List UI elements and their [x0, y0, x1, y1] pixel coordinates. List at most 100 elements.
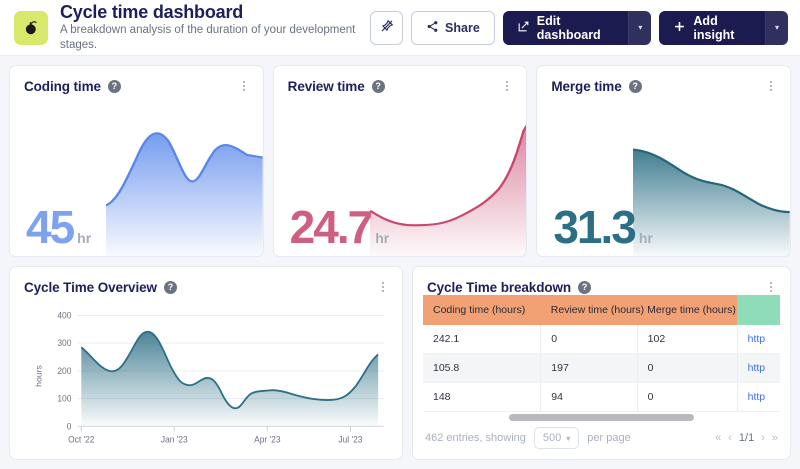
kebab-menu-icon[interactable]	[500, 78, 514, 94]
review-time-sparkline	[369, 123, 527, 256]
metric-card-review-time: Review time ?	[272, 65, 528, 257]
cell-link[interactable]: http	[737, 325, 780, 354]
cell-link[interactable]: http	[737, 382, 780, 412]
table-body: 242.1 0 102 http 105.8 197 0 http	[423, 325, 780, 412]
dashboard-content: Coding time ?	[0, 56, 800, 469]
cell-coding-time: 105.8	[423, 353, 542, 383]
pencil-square-icon	[517, 20, 530, 36]
card-title: Coding time	[24, 78, 101, 94]
page-header: Cycle time dashboard A breakdown analysi…	[0, 0, 800, 56]
cell-link[interactable]: http	[737, 353, 780, 383]
help-circle-icon[interactable]: ?	[578, 280, 592, 294]
table-row[interactable]: 105.8 197 0 http	[423, 353, 780, 383]
help-circle-icon[interactable]: ?	[107, 79, 121, 93]
kebab-menu-icon[interactable]	[376, 279, 390, 295]
cell-review-time: 197	[540, 353, 638, 383]
edit-dashboard-button[interactable]: Edit dashboard	[502, 10, 629, 45]
edit-dashboard-split-button[interactable]: Edit dashboard ▾	[502, 10, 652, 45]
cycle-time-overview-chart: 400 300 200 100 0 hours	[10, 295, 402, 459]
metric-value: 45	[26, 201, 75, 253]
column-header-link[interactable]	[737, 295, 780, 325]
svg-text:400: 400	[57, 310, 71, 320]
card-title: Cycle Time Overview	[24, 279, 157, 295]
last-page-button[interactable]: »	[771, 432, 778, 444]
svg-text:100: 100	[57, 394, 71, 404]
cell-merge-time: 0	[637, 353, 738, 383]
card-title: Review time	[287, 78, 365, 94]
add-insight-button[interactable]: Add insight	[659, 10, 766, 45]
coding-time-sparkline	[106, 123, 263, 256]
add-insight-caret[interactable]: ▾	[765, 10, 788, 45]
bomb-icon	[14, 10, 48, 45]
column-header-review-time[interactable]: Review time (hours)	[540, 295, 644, 325]
card-header: Merge time ?	[537, 66, 790, 94]
first-page-button[interactable]: «	[715, 432, 722, 444]
cell-merge-time: 0	[637, 382, 738, 412]
horizontal-scrollbar[interactable]	[413, 412, 790, 421]
share-icon	[426, 20, 439, 36]
svg-text:200: 200	[57, 366, 71, 376]
pagination: « ‹ 1/1 › »	[715, 432, 778, 444]
page-title: Cycle time dashboard	[60, 1, 244, 22]
unpin-icon	[380, 19, 394, 36]
kebab-menu-icon[interactable]	[764, 78, 778, 94]
cell-merge-time: 102	[637, 325, 738, 354]
svg-text:Jul '23: Jul '23	[338, 435, 362, 445]
svg-text:Apr '23: Apr '23	[254, 435, 281, 445]
table-row[interactable]: 242.1 0 102 http	[423, 325, 780, 354]
entries-label: 462 entries, showing	[425, 432, 526, 444]
breakdown-table-wrap: Coding time (hours) Review time (hours) …	[413, 295, 790, 412]
metric-body: 45 hr	[10, 94, 263, 256]
edit-dashboard-caret[interactable]: ▾	[628, 10, 652, 45]
breakdown-table: Coding time (hours) Review time (hours) …	[423, 295, 780, 412]
kebab-menu-icon[interactable]	[764, 279, 778, 295]
per-page-select[interactable]: 500 ▾	[533, 427, 580, 449]
table-header: Coding time (hours) Review time (hours) …	[423, 295, 780, 325]
chevron-down-icon: ▾	[566, 433, 571, 443]
cell-coding-time: 242.1	[423, 325, 542, 354]
next-page-button[interactable]: ›	[761, 432, 765, 444]
edit-dashboard-label: Edit dashboard	[536, 13, 601, 42]
metric-value-wrap: 24.7 hr	[290, 204, 390, 250]
table-row[interactable]: 148 94 0 http	[423, 382, 780, 412]
share-label: Share	[445, 20, 480, 35]
column-header-coding-time[interactable]: Coding time (hours)	[423, 295, 541, 325]
help-circle-icon[interactable]: ?	[628, 79, 642, 93]
cycle-time-breakdown-card: Cycle Time breakdown ? Coding time (hour…	[412, 266, 791, 460]
cell-review-time: 94	[540, 382, 638, 412]
help-circle-icon[interactable]: ?	[163, 280, 177, 294]
page-indicator: 1/1	[738, 432, 755, 444]
per-page-suffix: per page	[587, 432, 631, 444]
card-title: Cycle Time breakdown	[427, 279, 572, 295]
svg-text:300: 300	[57, 338, 71, 348]
add-insight-split-button[interactable]: Add insight ▾	[659, 10, 788, 45]
cell-review-time: 0	[540, 325, 638, 354]
table-footer: 462 entries, showing 500 ▾ per page « ‹ …	[413, 421, 790, 459]
metric-unit: hr	[77, 230, 92, 246]
card-title: Merge time	[551, 78, 622, 94]
title-block: Cycle time dashboard A breakdown analysi…	[60, 2, 370, 54]
metric-body: 24.7 hr	[274, 94, 527, 256]
svg-text:0: 0	[67, 421, 72, 431]
card-header: Cycle Time breakdown ?	[413, 267, 790, 295]
header-actions: Share Edit dashboard ▾	[370, 10, 788, 45]
unpin-button[interactable]	[370, 10, 404, 45]
per-page-value: 500	[542, 432, 562, 444]
metric-card-coding-time: Coding time ?	[9, 65, 264, 257]
page-subtitle: A breakdown analysis of the duration of …	[60, 24, 356, 52]
scrollbar-thumb[interactable]	[508, 414, 695, 421]
prev-page-button[interactable]: ‹	[728, 432, 732, 444]
share-button[interactable]: Share	[411, 10, 495, 45]
svg-text:Oct '22: Oct '22	[68, 435, 95, 445]
cell-coding-time: 148	[423, 382, 542, 412]
help-circle-icon[interactable]: ?	[371, 79, 385, 93]
metric-unit: hr	[638, 230, 653, 246]
card-header: Coding time ?	[10, 66, 263, 94]
metric-value-wrap: 45 hr	[26, 204, 91, 250]
metric-unit: hr	[375, 230, 390, 246]
column-header-merge-time[interactable]: Merge time (hours)	[637, 295, 738, 325]
add-insight-label: Add insight	[693, 13, 735, 42]
kebab-menu-icon[interactable]	[237, 78, 251, 94]
svg-text:hours: hours	[34, 365, 44, 387]
